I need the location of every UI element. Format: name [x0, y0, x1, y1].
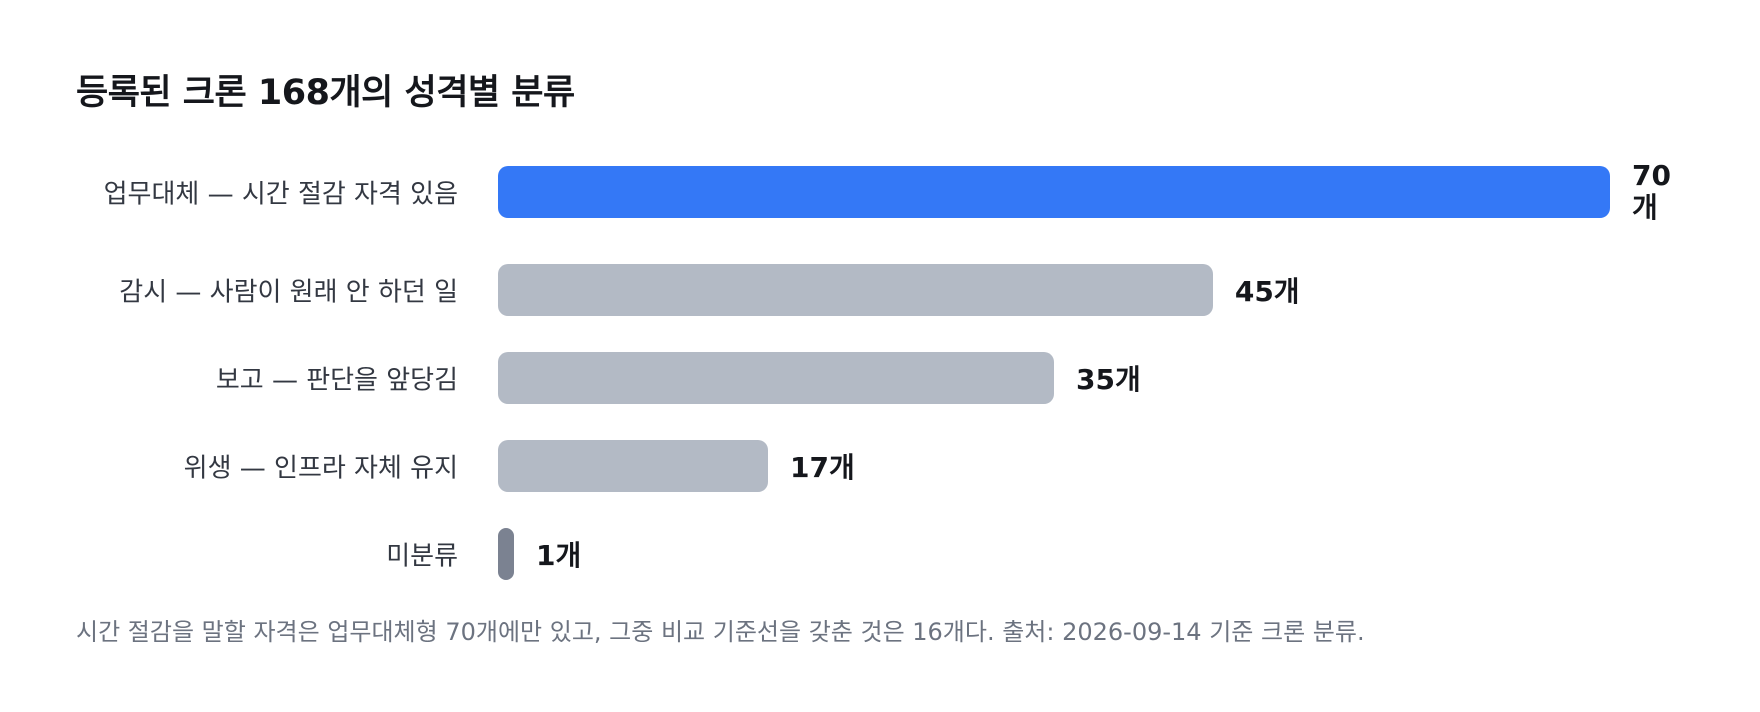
bar-row: 감시 — 사람이 원래 안 하던 일 45개 — [0, 260, 1760, 320]
bar-value-label: 45개 — [1234, 275, 1300, 308]
bar-category-label: 감시 — 사람이 원래 안 하던 일 — [119, 277, 458, 308]
bar-row: 보고 — 판단을 앞당김 35개 — [0, 348, 1760, 408]
bar — [498, 440, 769, 492]
chart-footnote: 시간 절감을 말할 자격은 업무대체형 70개에만 있고, 그중 비교 기준선을… — [76, 618, 1365, 646]
bar — [498, 352, 1054, 404]
bar-row: 업무대체 — 시간 절감 자격 있음 70 개 — [0, 159, 1760, 224]
bar — [498, 528, 514, 580]
bar-row: 위생 — 인프라 자체 유지 17개 — [0, 436, 1760, 496]
bar-category-label: 위생 — 인프라 자체 유지 — [183, 453, 458, 484]
bar-value-label: 17개 — [790, 451, 855, 484]
bar-category-label: 미분류 — [386, 541, 458, 572]
bar — [498, 264, 1213, 316]
bar-value-label: 1개 — [536, 539, 582, 572]
bar-category-label: 업무대체 — 시간 절감 자격 있음 — [103, 179, 458, 210]
chart-title: 등록된 크론 168개의 성격별 분류 — [76, 73, 575, 113]
bar-category-label: 보고 — 판단을 앞당김 — [215, 365, 458, 396]
bar-value-label: 70 개 — [1632, 159, 1671, 224]
bar-value-label: 35개 — [1076, 363, 1141, 396]
bar-row: 미분류 1개 — [0, 524, 1760, 584]
bar — [498, 166, 1610, 218]
